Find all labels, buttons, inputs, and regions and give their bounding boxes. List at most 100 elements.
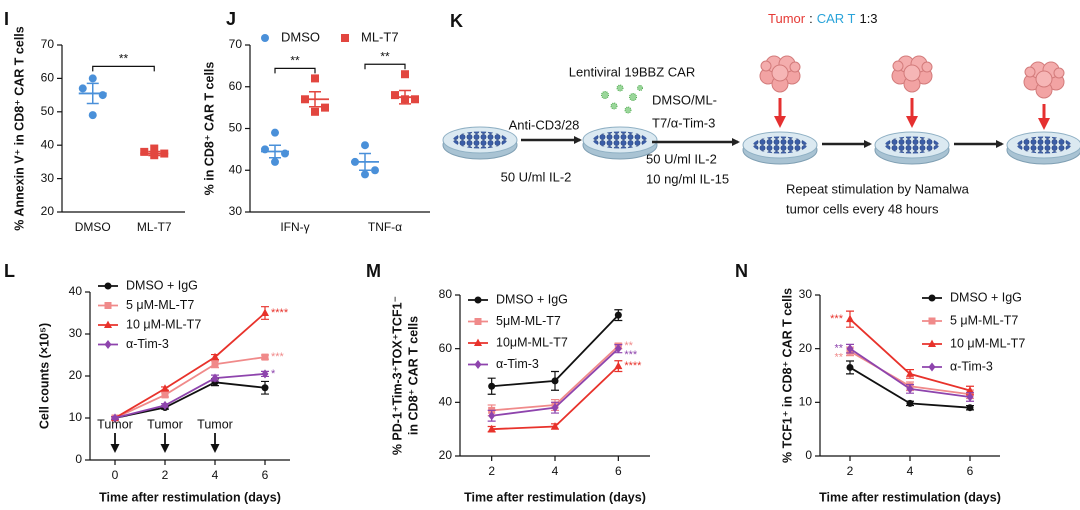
panel-letter: N bbox=[735, 261, 748, 281]
data-point bbox=[140, 147, 149, 156]
legend-label: α-Tim-3 bbox=[126, 337, 169, 351]
step-label: DMSO/ML- bbox=[652, 92, 717, 107]
data-point bbox=[261, 369, 269, 379]
y-axis-title: Cell counts (×10⁵) bbox=[37, 323, 51, 429]
culture-dish bbox=[874, 131, 950, 165]
significance-label: ** bbox=[834, 352, 843, 364]
x-tick-label: 6 bbox=[967, 464, 974, 478]
y-tick-label: 10 bbox=[799, 395, 813, 409]
legend-label: α-Tim-3 bbox=[496, 357, 539, 371]
culture-dish bbox=[582, 126, 658, 160]
data-point bbox=[906, 399, 914, 407]
data-point bbox=[150, 144, 159, 153]
data-point bbox=[371, 166, 379, 175]
y-tick-label: 40 bbox=[439, 395, 453, 409]
significance-label: ** bbox=[290, 54, 300, 68]
y-tick-label: 10 bbox=[69, 410, 83, 424]
significance-label: ** bbox=[380, 49, 390, 63]
ratio-tumor: Tumor bbox=[768, 11, 806, 26]
data-point bbox=[845, 314, 855, 323]
y-tick-label: 0 bbox=[75, 452, 82, 466]
note: Repeat stimulation by Namalwa bbox=[786, 181, 970, 196]
significance-label: *** bbox=[830, 313, 844, 325]
y-tick-label: 70 bbox=[41, 37, 55, 51]
legend-label: 5μM-ML-T7 bbox=[496, 314, 561, 328]
error-bar bbox=[269, 144, 281, 159]
y-tick-label: 40 bbox=[41, 137, 55, 151]
data-point bbox=[361, 141, 369, 150]
data-point bbox=[88, 74, 97, 83]
legend-marker bbox=[103, 320, 113, 328]
tumor-cells bbox=[759, 55, 801, 93]
data-point bbox=[846, 363, 854, 371]
step-label: Anti-CD3/28 bbox=[509, 117, 580, 132]
culture-dish bbox=[742, 131, 818, 165]
significance-bracket bbox=[92, 65, 155, 72]
data-point bbox=[905, 369, 915, 377]
significance-label: * bbox=[271, 368, 276, 380]
diagram-k: K Tumor: CAR T 1:3 Lentiviral 19BBZ CAR An… bbox=[442, 11, 1080, 216]
significance-label: ** bbox=[119, 52, 129, 66]
significance-bracket bbox=[274, 67, 316, 74]
y-tick-label: 30 bbox=[41, 171, 55, 185]
error-bar bbox=[359, 152, 371, 171]
ratio-text: Tumor: CAR T 1:3 bbox=[768, 11, 878, 26]
legend-label: DMSO + IgG bbox=[950, 290, 1022, 304]
data-point bbox=[78, 84, 87, 93]
legend-marker bbox=[928, 294, 936, 302]
series-line bbox=[114, 381, 266, 419]
x-tick-label: 4 bbox=[907, 464, 914, 478]
y-tick-label: 40 bbox=[69, 284, 83, 298]
y-tick-label: 50 bbox=[229, 121, 243, 135]
series-line bbox=[114, 373, 266, 419]
x-tick-label: 6 bbox=[262, 468, 269, 482]
y-tick-label: 20 bbox=[439, 448, 453, 462]
step-label: T7/α-Tim-3 bbox=[652, 115, 715, 130]
data-point bbox=[391, 91, 399, 100]
event-label: Tumor bbox=[97, 417, 133, 431]
y-tick-label: 60 bbox=[41, 71, 55, 85]
vector-label: Lentiviral 19BBZ CAR bbox=[569, 64, 695, 79]
y-tick-label: 40 bbox=[229, 162, 243, 176]
x-axis-title: Time after restimulation (days) bbox=[819, 490, 1001, 504]
data-point bbox=[88, 111, 97, 120]
data-point bbox=[311, 74, 319, 83]
y-axis-title: % Annexin V⁺ in CD8⁺ CAR T cells bbox=[12, 26, 26, 230]
legend-label: DMSO + IgG bbox=[126, 278, 198, 292]
y-tick-label: 80 bbox=[439, 287, 453, 301]
data-point bbox=[261, 384, 269, 392]
legend-label: DMSO bbox=[281, 29, 320, 44]
x-tick-label: TNF-α bbox=[368, 220, 402, 234]
data-point bbox=[965, 386, 975, 394]
data-point bbox=[261, 353, 269, 361]
culture-dish bbox=[442, 126, 518, 160]
data-point bbox=[488, 411, 496, 421]
panel-letter: J bbox=[226, 9, 236, 29]
legend-label: ML-T7 bbox=[361, 29, 399, 44]
y-tick-label: 30 bbox=[69, 326, 83, 340]
y-axis-title: % TCF1⁺ in CD8⁺ CAR T cells bbox=[780, 288, 794, 463]
legend-label: 10μM-ML-T7 bbox=[496, 335, 568, 349]
significance-label: **** bbox=[271, 307, 289, 319]
data-point bbox=[160, 384, 170, 392]
step-label: 50 U/ml IL-2 bbox=[646, 151, 717, 166]
legend-marker bbox=[928, 317, 936, 325]
significance-label: *** bbox=[271, 351, 285, 363]
legend-marker bbox=[104, 282, 112, 290]
legend-label: 10 μM-ML-T7 bbox=[126, 317, 201, 331]
y-tick-label: 60 bbox=[439, 341, 453, 355]
significance-label: ** bbox=[834, 343, 843, 355]
data-point bbox=[550, 422, 560, 430]
data-point bbox=[551, 403, 559, 413]
x-tick-label: 2 bbox=[162, 468, 169, 482]
significance-label: *** bbox=[624, 349, 638, 361]
series-line bbox=[849, 318, 971, 392]
legend-marker bbox=[104, 339, 112, 350]
data-point bbox=[614, 344, 622, 354]
legend-label: 5 μM-ML-T7 bbox=[126, 298, 194, 312]
data-point bbox=[401, 70, 409, 79]
data-point bbox=[210, 352, 220, 361]
data-point bbox=[161, 391, 169, 399]
data-point bbox=[614, 311, 622, 319]
